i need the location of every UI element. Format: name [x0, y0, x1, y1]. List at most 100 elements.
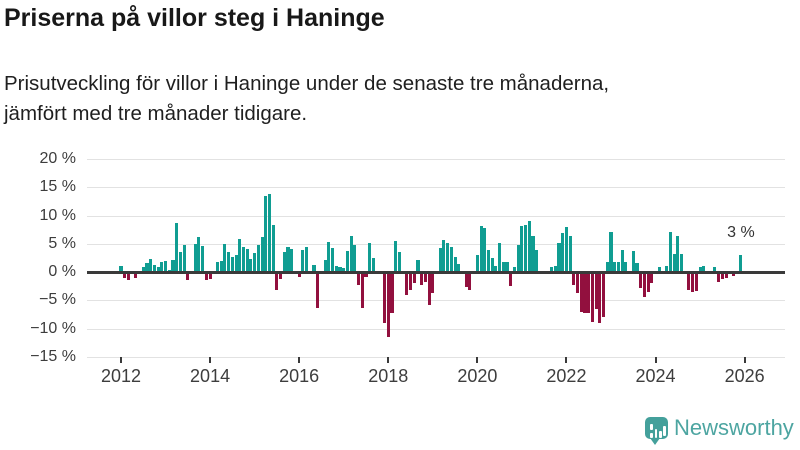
bar [475, 255, 479, 272]
x-axis-tick [654, 357, 657, 363]
bar [490, 258, 494, 272]
x-axis-tick-label: 2016 [279, 366, 320, 386]
bar [301, 249, 305, 272]
bar [739, 255, 743, 272]
x-axis-tick-label: 2022 [546, 366, 587, 386]
pin-tail [650, 438, 660, 445]
x-axis-tick-label: 2020 [457, 366, 498, 386]
bar [635, 262, 639, 272]
exclamation-stroke [663, 426, 666, 436]
bar [720, 272, 724, 279]
bar [431, 272, 435, 294]
bar [550, 266, 554, 272]
bar [527, 220, 531, 272]
bar [345, 250, 349, 272]
bar [349, 236, 353, 272]
bar [163, 260, 168, 272]
y-axis-tick-label: 10 % [39, 206, 76, 224]
bar [594, 272, 598, 310]
x-axis-tick [743, 357, 746, 363]
bar [691, 272, 695, 292]
bar [702, 265, 706, 272]
bar [646, 272, 650, 292]
page-title: Priserna på villor steg i Haninge [4, 4, 385, 32]
bar [442, 240, 446, 272]
bar [687, 272, 691, 291]
bar [408, 272, 413, 291]
bar [587, 272, 591, 314]
y-axis-tick-label: 0 % [48, 263, 76, 280]
bar [193, 244, 197, 272]
bar [568, 236, 572, 272]
newsworthy-logo: Newsworthy [645, 415, 795, 445]
bar [141, 266, 145, 272]
x-axis-tick [476, 357, 479, 363]
bar [219, 260, 223, 272]
bar [223, 244, 227, 272]
bar [338, 267, 342, 272]
bar [731, 272, 736, 276]
bar [468, 272, 472, 291]
bar [679, 253, 684, 272]
bar [420, 272, 424, 285]
bar [505, 262, 509, 272]
bar [175, 222, 179, 272]
bar [178, 251, 182, 272]
bar [698, 266, 702, 272]
bar [405, 272, 409, 296]
bar [149, 259, 153, 272]
bar [238, 239, 242, 272]
gridline [87, 328, 785, 330]
bar [613, 261, 617, 272]
bar [672, 253, 676, 272]
bar [297, 272, 301, 278]
bar [275, 272, 279, 291]
bar [197, 236, 201, 272]
bar [316, 272, 320, 309]
bar [245, 249, 249, 272]
bar [241, 246, 246, 272]
bar [331, 248, 335, 272]
bar [145, 262, 149, 272]
bar [724, 272, 728, 278]
bar [631, 250, 635, 272]
last-value-label: 3 % [727, 224, 755, 242]
bar [360, 272, 364, 308]
bar [286, 246, 290, 272]
bar [576, 272, 580, 294]
bar [230, 256, 234, 272]
bar [290, 249, 294, 272]
bar-chart-pin-icon [645, 417, 668, 439]
bar [171, 260, 175, 272]
bar [260, 236, 264, 272]
bar [167, 269, 171, 272]
x-axis-tick-label: 2024 [635, 366, 676, 386]
bar [486, 249, 491, 272]
y-axis-tick-label: −15 % [30, 347, 76, 365]
gridline [87, 159, 785, 160]
bar [204, 272, 208, 280]
bar [357, 272, 361, 285]
bar [524, 225, 528, 272]
bar [394, 241, 398, 272]
bar [531, 236, 535, 272]
bar [453, 256, 457, 272]
bar [590, 272, 594, 322]
bar [342, 268, 346, 272]
bar [353, 244, 357, 272]
bar [327, 242, 331, 272]
y-axis-tick-label: 15 % [39, 178, 76, 196]
gridline [87, 356, 785, 358]
mini-bar [654, 429, 658, 438]
bar [416, 260, 420, 272]
x-axis-tick [387, 357, 390, 363]
x-axis-tick [120, 357, 122, 363]
bar [602, 272, 606, 317]
bar [271, 225, 275, 272]
bar [364, 272, 368, 277]
bar [234, 255, 238, 272]
bar [249, 259, 253, 272]
bar [423, 272, 427, 282]
gridline [87, 187, 785, 189]
bar [665, 266, 669, 272]
